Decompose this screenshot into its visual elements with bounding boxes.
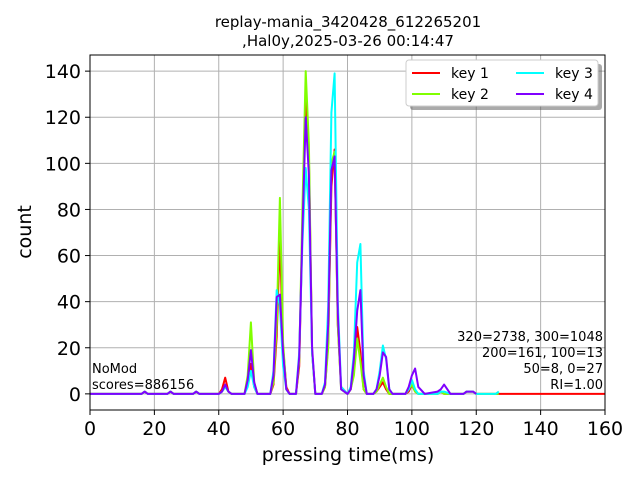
mod-annotation: NoMod bbox=[92, 362, 137, 377]
y-tick-label: 20 bbox=[57, 338, 81, 360]
y-tick-label: 100 bbox=[45, 153, 81, 175]
legend-label-key-2: key 2 bbox=[451, 87, 489, 103]
series-line-key-2 bbox=[90, 70, 499, 395]
x-tick-label: 100 bbox=[394, 418, 430, 440]
judgement-annotation-3: 50=8, 0=27 bbox=[523, 362, 603, 377]
x-tick-label: 20 bbox=[142, 418, 166, 440]
y-tick-label: 140 bbox=[45, 61, 81, 83]
x-tick-label: 140 bbox=[522, 418, 558, 440]
x-tick-label: 60 bbox=[271, 418, 295, 440]
y-tick-label: 80 bbox=[57, 199, 81, 221]
judgement-annotation-2: 200=161, 100=13 bbox=[482, 346, 603, 361]
axis-ticks: 0 20 40 60 80 100 120 140 160 0 20 40 60 80 100 120 140 bbox=[45, 61, 623, 440]
legend-label-key-1: key 1 bbox=[451, 66, 489, 82]
x-tick-label: 80 bbox=[335, 418, 359, 440]
series-lines bbox=[90, 70, 605, 395]
legend-label-key-3: key 3 bbox=[555, 66, 593, 82]
y-axis-label: count bbox=[14, 205, 36, 259]
x-tick-label: 160 bbox=[587, 418, 623, 440]
y-tick-label: 60 bbox=[57, 246, 81, 268]
judgement-annotation-1: 320=2738, 300=1048 bbox=[457, 330, 603, 345]
x-tick-label: 0 bbox=[84, 418, 96, 440]
x-axis-label: pressing time(ms) bbox=[262, 444, 435, 466]
y-tick-label: 40 bbox=[57, 292, 81, 314]
x-tick-label: 120 bbox=[458, 418, 494, 440]
chart-title-line1: replay-mania_3420428_612265201 bbox=[215, 13, 481, 32]
legend-label-key-4: key 4 bbox=[555, 87, 593, 103]
legend-box bbox=[405, 59, 599, 107]
grid-lines bbox=[89, 55, 606, 410]
series-line-key-4 bbox=[90, 116, 477, 395]
y-tick-label: 0 bbox=[69, 384, 81, 406]
y-tick-label: 120 bbox=[45, 107, 81, 129]
legend: key 1 key 2 key 3 key 4 bbox=[405, 59, 602, 110]
x-tick-label: 40 bbox=[207, 418, 231, 440]
chart-title-line2: ,Hal0y,2025-03-26 00:14:47 bbox=[242, 32, 454, 50]
series-line-key-3 bbox=[90, 72, 500, 395]
score-annotation: scores=886156 bbox=[92, 378, 194, 393]
ratio-annotation: RI=1.00 bbox=[550, 378, 603, 393]
